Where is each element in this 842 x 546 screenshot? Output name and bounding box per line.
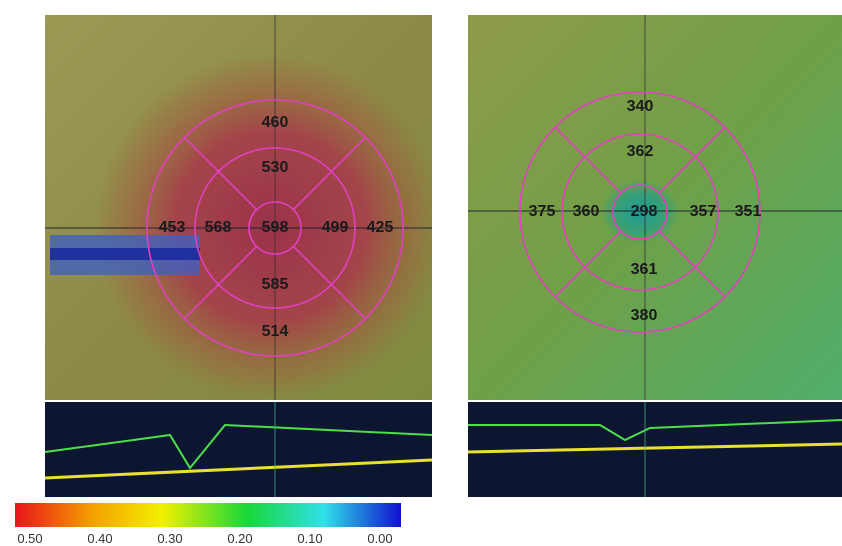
sector-thickness: 530 [262,159,289,176]
sector-thickness: 360 [573,203,600,220]
sector-thickness: 380 [631,307,658,324]
color-scale-label: 0.30 [157,531,182,546]
sector-thickness: 361 [631,261,658,278]
sector-thickness: 460 [262,114,289,131]
sector-thickness: 298 [631,203,658,220]
color-scale-label: 0.00 [367,531,392,546]
sector-thickness: 351 [735,203,762,220]
color-scale-label: 0.40 [87,531,112,546]
oct-bscan [45,402,432,497]
sector-thickness: 375 [529,203,556,220]
color-scale-label: 0.50 [17,531,42,546]
scan-artifact [50,248,200,260]
color-scale-label: 0.10 [297,531,322,546]
oct-report: 460 530 453 568 598 499 425 585 514 340 362 375 360 2… [0,0,842,546]
sector-thickness: 598 [262,219,289,236]
color-scale-label: 0.20 [227,531,252,546]
sector-thickness: 357 [690,203,717,220]
sector-thickness: 425 [367,219,394,236]
sector-thickness: 568 [205,219,232,236]
sector-thickness: 362 [627,143,654,160]
color-scale-bar [15,503,401,527]
sector-thickness: 499 [322,219,349,236]
sector-thickness: 514 [262,323,289,340]
sector-thickness: 340 [627,98,654,115]
sector-thickness: 585 [262,276,289,293]
thickness-overlay [45,15,432,400]
sector-thickness: 453 [159,219,186,236]
